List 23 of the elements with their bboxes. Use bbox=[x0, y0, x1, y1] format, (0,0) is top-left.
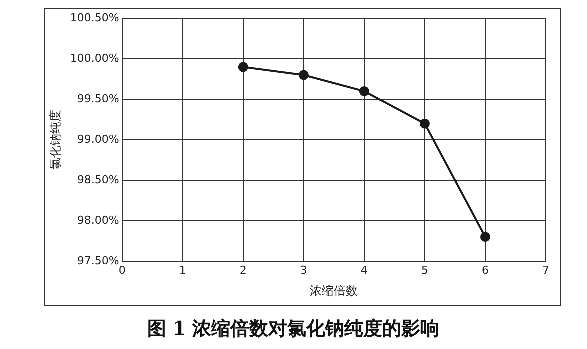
y-tick-label: 97.50% bbox=[77, 254, 120, 268]
y-tick-label: 99.00% bbox=[77, 132, 120, 146]
x-tick-label: 0 bbox=[118, 264, 126, 277]
y-tick-label: 98.50% bbox=[77, 173, 120, 186]
x-tick-label: 1 bbox=[179, 264, 186, 277]
x-axis-title: 浓缩倍数 bbox=[310, 284, 358, 298]
x-tick-label: 4 bbox=[360, 264, 368, 277]
x-tick-label: 2 bbox=[240, 264, 247, 277]
x-tick-label: 5 bbox=[421, 264, 428, 277]
x-tick-label: 6 bbox=[482, 264, 489, 277]
y-tick-label: 100.00% bbox=[70, 52, 120, 65]
point bbox=[420, 118, 430, 129]
y-axis-title: 氯化钠纯度 bbox=[48, 110, 62, 170]
point bbox=[238, 62, 248, 72]
x-tick-label: 3 bbox=[300, 264, 308, 277]
point bbox=[298, 70, 309, 80]
y-tick-label: 98.00% bbox=[77, 214, 120, 227]
y-tick-label: 100.50% bbox=[70, 11, 120, 24]
text: 图 1 浓缩倍数对氯化钠纯度的影响 bbox=[146, 317, 441, 342]
point bbox=[480, 232, 490, 242]
x-tick-label: 7 bbox=[542, 264, 550, 277]
y-tick-label: 99.50% bbox=[77, 92, 120, 106]
point bbox=[359, 86, 370, 96]
